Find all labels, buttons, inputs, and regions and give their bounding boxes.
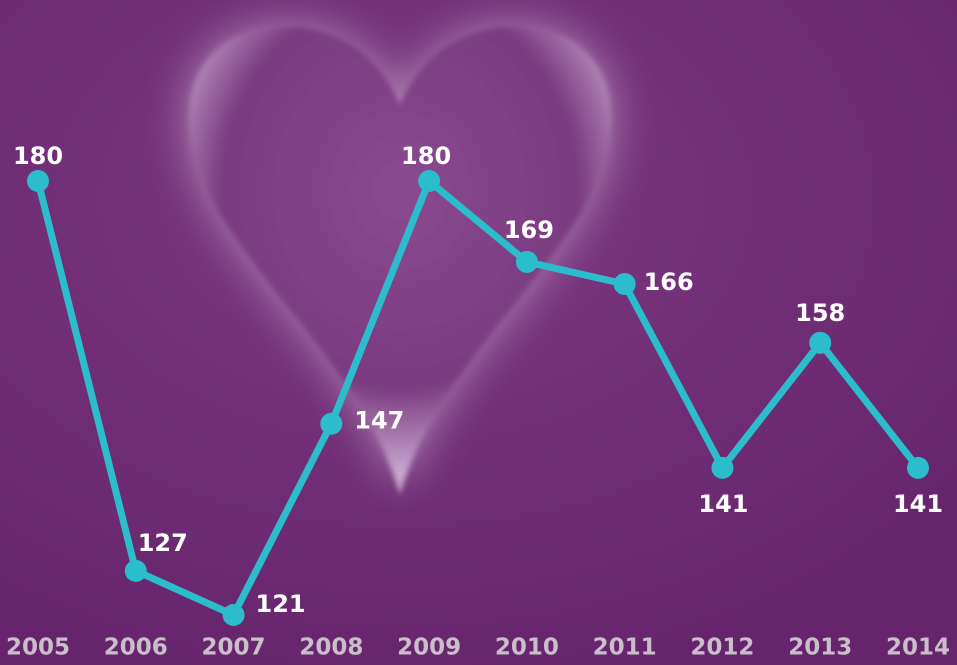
- data-line: [34, 177, 921, 619]
- data-point: [907, 456, 929, 479]
- data-point: [124, 559, 147, 582]
- x-tick-label: 2010: [495, 635, 559, 661]
- data-point: [222, 604, 245, 626]
- value-label: 127: [138, 529, 188, 557]
- data-point: [320, 412, 343, 435]
- value-label: 141: [698, 490, 748, 518]
- data-point: [418, 170, 441, 192]
- x-tick-label: 2011: [593, 635, 657, 661]
- value-label: 147: [354, 407, 404, 435]
- value-label: 180: [401, 142, 451, 170]
- x-tick-label: 2006: [104, 635, 168, 661]
- value-label: 158: [795, 299, 845, 327]
- data-point: [809, 331, 832, 354]
- data-point: [613, 272, 636, 295]
- x-tick-label: 2014: [886, 635, 950, 661]
- value-label: 180: [13, 142, 63, 170]
- x-tick-label: 2007: [202, 635, 266, 661]
- x-tick-label: 2012: [690, 635, 754, 661]
- x-tick-label: 2013: [788, 635, 852, 661]
- data-point: [27, 170, 49, 192]
- data-point: [515, 250, 538, 273]
- plot: 180 127 121 147 180 169 166 141 158 141 2005 2006 20…: [6, 142, 950, 661]
- x-tick-label: 2005: [6, 635, 70, 661]
- value-label: 169: [504, 216, 554, 244]
- x-tick-label: 2009: [397, 635, 461, 661]
- data-point: [711, 456, 734, 479]
- x-tick-label: 2008: [299, 635, 363, 661]
- value-label: 166: [644, 268, 694, 296]
- value-label: 141: [893, 490, 943, 518]
- value-label: 121: [256, 590, 306, 618]
